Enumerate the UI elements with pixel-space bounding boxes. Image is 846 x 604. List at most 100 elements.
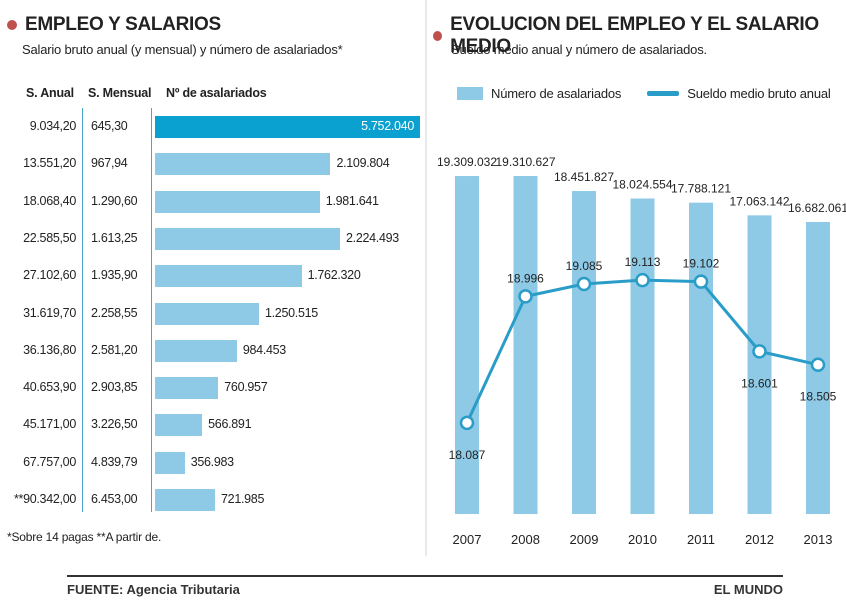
footer-rule [67, 575, 783, 577]
cell-mensual: 6.453,00 [91, 492, 138, 506]
employment-bar [689, 202, 713, 514]
cell-anual: 67.757,00 [23, 454, 76, 469]
employment-bar [513, 176, 538, 514]
legend-line-label: Sueldo medio bruto anual [687, 86, 831, 101]
employment-bar-label: 18.451.827 [554, 170, 614, 184]
bullet-dot-icon [7, 20, 17, 30]
cell-mensual: 967,94 [91, 156, 128, 171]
salary-point [752, 344, 767, 359]
salary-point-label: 18.505 [800, 390, 837, 404]
cell-mensual: 2.581,20 [91, 342, 138, 357]
employment-bar [572, 191, 596, 514]
asalariados-bar [155, 265, 302, 288]
table-divider-1 [82, 108, 83, 512]
salary-point-label: 19.102 [683, 257, 720, 271]
cell-mensual: 1.290,60 [91, 193, 138, 208]
salary-point-label: 19.113 [625, 255, 661, 269]
asalariados-value: 1.250.515 [264, 305, 318, 320]
cell-mensual: 2.903,85 [91, 380, 138, 395]
col-header-mensual: S. Mensual [88, 86, 152, 100]
source-text: FUENTE: Agencia Tributaria [67, 582, 240, 597]
x-tick-label: 2009 [570, 532, 599, 547]
asalariados-value: 721.985 [221, 492, 265, 506]
salary-point-label: 18.087 [449, 448, 486, 462]
right-subtitle: Sueldo medio anual y número de asalariad… [451, 42, 707, 57]
asalariados-bar [155, 190, 320, 213]
asalariados-value: 566.891 [208, 417, 252, 432]
asalariados-bar [155, 489, 216, 511]
left-title: EMPLEO Y SALARIOS [25, 14, 221, 35]
asalariados-bar [155, 451, 185, 474]
asalariados-value: 2.224.493 [346, 230, 399, 245]
asalariados-value: 356.983 [190, 454, 234, 469]
salary-point [576, 276, 592, 292]
cell-anual: 18.068,40 [23, 193, 76, 208]
cell-anual: **90.342,00 [13, 492, 76, 506]
right-title-row: EVOLUCION DEL EMPLEO Y EL SALARIO MEDIO [433, 14, 846, 58]
x-tick-label: 2007 [453, 532, 482, 547]
left-footnote: *Sobre 14 pagas **A partir de. [7, 530, 162, 544]
salary-point-label: 19.085 [566, 259, 603, 273]
cell-anual: 27.102,60 [23, 268, 76, 283]
employment-bar-label: 19.309.032 [437, 155, 497, 169]
cell-mensual: 1.613,25 [91, 230, 138, 245]
x-tick-label: 2012 [745, 532, 774, 547]
legend-bar-label: Número de asalariados [491, 86, 622, 101]
right-panel: EVOLUCION DEL EMPLEO Y EL SALARIO MEDIO … [427, 0, 846, 556]
asalariados-bar [155, 377, 219, 400]
left-title-row: EMPLEO Y SALARIOS [7, 14, 221, 36]
asalariados-value: 984.453 [242, 342, 286, 357]
chart-legend: Número de asalariados Sueldo medio bruto… [457, 86, 831, 101]
employment-bar [747, 215, 772, 514]
asalariados-bar [155, 227, 340, 250]
salary-point [635, 272, 650, 288]
legend-line-swatch [647, 91, 680, 96]
cell-anual: 22.585,50 [23, 230, 76, 245]
asalariados-value: 2.109.804 [336, 156, 390, 171]
asalariados-bar [155, 414, 203, 437]
salary-point [518, 289, 533, 304]
asalariados-value: 5.752.040 [361, 119, 414, 133]
cell-mensual: 4.839,79 [91, 454, 138, 469]
employment-bar-label: 17.063.142 [729, 194, 789, 208]
legend-bar-swatch [457, 87, 483, 100]
left-subtitle: Salario bruto anual (y mensual) y número… [22, 42, 343, 57]
x-tick-label: 2013 [804, 532, 833, 547]
asalariados-bar [155, 339, 237, 362]
salary-point-label: 18.996 [507, 271, 544, 285]
employment-bar-label: 16.682.061 [788, 201, 846, 215]
asalariados-value: 1.981.641 [325, 193, 379, 208]
employment-bar-label: 17.788.121 [671, 182, 731, 196]
asalariados-bar [155, 116, 420, 138]
salary-point [810, 357, 826, 372]
salary-point-label: 18.601 [741, 376, 778, 390]
employment-bar [455, 176, 479, 514]
cell-anual: 36.136,80 [23, 342, 76, 357]
bullet-dot-icon [433, 31, 443, 41]
panel-divider [425, 0, 428, 556]
employment-bar [630, 198, 655, 514]
col-header-anual: S. Anual [26, 86, 74, 100]
cell-anual: 40.653,90 [23, 380, 76, 395]
salary-point [693, 274, 709, 289]
cell-anual: 45.171,00 [23, 417, 76, 432]
cell-mensual: 3.226,50 [91, 417, 138, 432]
cell-mensual: 1.935,90 [91, 268, 138, 283]
employment-bar-label: 18.024.554 [612, 178, 672, 192]
cell-anual: 9.034,20 [29, 119, 77, 133]
asalariados-bar [155, 153, 331, 176]
table-divider-2 [151, 108, 152, 512]
cell-anual: 31.619,70 [23, 305, 76, 320]
evolution-chart: 19.309.032 2007 19.310.627 2008 18.451.827 20… [437, 155, 846, 547]
x-tick-label: 2008 [511, 532, 540, 547]
cell-mensual: 2.258,55 [91, 305, 138, 320]
col-header-asalariados: Nº de asalariados [166, 86, 267, 100]
salary-point [459, 415, 475, 431]
brand-text: EL MUNDO [713, 582, 783, 597]
x-tick-label: 2010 [628, 532, 657, 547]
employment-bar-label: 19.310.627 [495, 155, 555, 169]
x-tick-label: 2011 [687, 532, 715, 547]
cell-anual: 13.551,20 [23, 156, 76, 171]
asalariados-bar [155, 302, 259, 325]
cell-mensual: 645,30 [91, 119, 128, 133]
